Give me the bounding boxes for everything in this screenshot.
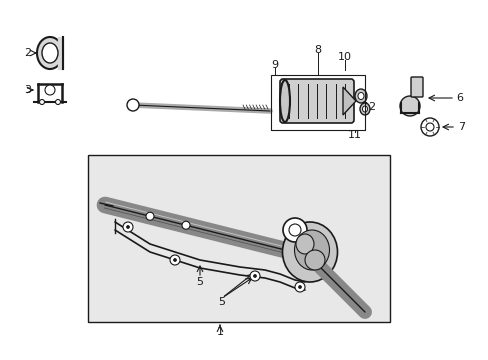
Text: 4: 4: [306, 245, 313, 255]
Ellipse shape: [357, 93, 363, 99]
Circle shape: [55, 99, 61, 104]
Circle shape: [249, 271, 260, 281]
Text: 7: 7: [458, 122, 465, 132]
Ellipse shape: [295, 234, 313, 254]
Text: 9: 9: [271, 60, 278, 70]
Circle shape: [45, 85, 55, 95]
Circle shape: [283, 218, 306, 242]
Text: 10: 10: [337, 52, 351, 62]
Ellipse shape: [37, 37, 63, 69]
Circle shape: [298, 285, 301, 288]
Text: 2: 2: [24, 48, 32, 58]
Ellipse shape: [42, 43, 58, 63]
Circle shape: [170, 255, 180, 265]
Circle shape: [173, 258, 176, 261]
Text: 3: 3: [24, 85, 31, 95]
Circle shape: [127, 99, 139, 111]
Bar: [58, 37, 63, 69]
Circle shape: [146, 212, 154, 220]
FancyBboxPatch shape: [280, 79, 353, 123]
Ellipse shape: [280, 80, 289, 122]
Text: 6: 6: [456, 93, 463, 103]
Text: 12: 12: [362, 102, 376, 112]
Ellipse shape: [362, 106, 367, 112]
Text: 11: 11: [347, 130, 361, 140]
Circle shape: [182, 221, 190, 229]
Bar: [270, 75, 364, 130]
Ellipse shape: [282, 222, 337, 282]
FancyBboxPatch shape: [410, 77, 422, 97]
Circle shape: [40, 99, 44, 104]
Circle shape: [288, 224, 301, 236]
Circle shape: [126, 225, 129, 229]
Text: 1: 1: [216, 327, 223, 337]
Ellipse shape: [354, 89, 366, 103]
Circle shape: [420, 118, 438, 136]
Circle shape: [123, 222, 133, 232]
Polygon shape: [342, 87, 355, 115]
Text: 5: 5: [196, 277, 203, 287]
Circle shape: [294, 282, 305, 292]
Text: 8: 8: [314, 45, 321, 55]
Ellipse shape: [294, 230, 329, 270]
Circle shape: [253, 274, 256, 278]
Circle shape: [399, 96, 419, 116]
Ellipse shape: [359, 103, 369, 115]
Circle shape: [425, 123, 433, 131]
Text: 5: 5: [218, 297, 225, 307]
Bar: [88, 155, 389, 322]
Circle shape: [305, 250, 325, 270]
